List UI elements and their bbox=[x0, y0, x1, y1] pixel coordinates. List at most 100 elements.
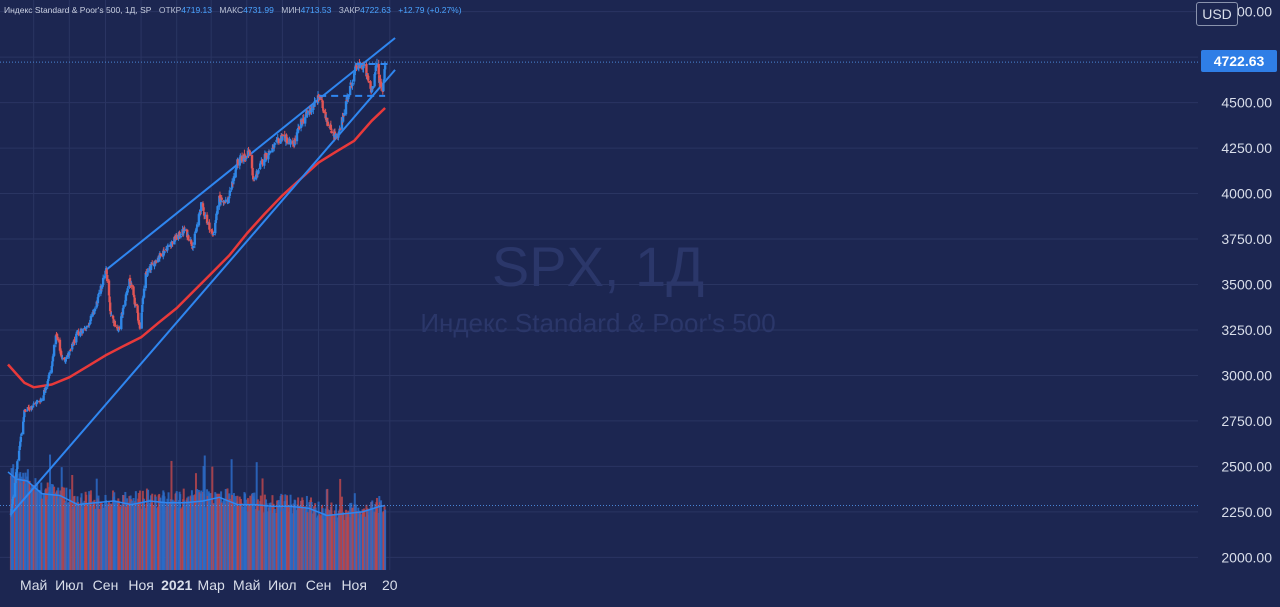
y-tick-label: 2750.00 bbox=[1221, 413, 1272, 429]
candle bbox=[338, 125, 341, 136]
candle bbox=[244, 157, 248, 161]
candle-body bbox=[343, 112, 346, 116]
candle bbox=[146, 268, 149, 277]
candle-body bbox=[253, 178, 256, 180]
candle-body bbox=[357, 68, 360, 70]
candle-body bbox=[322, 110, 326, 114]
x-tick-label: 20 bbox=[382, 577, 398, 593]
candle bbox=[334, 133, 338, 140]
candle bbox=[214, 220, 217, 236]
candle-body bbox=[232, 176, 236, 181]
candle-body bbox=[97, 294, 100, 298]
candle bbox=[354, 62, 357, 76]
candle-body bbox=[59, 350, 63, 356]
candle bbox=[240, 152, 244, 164]
candle bbox=[363, 62, 366, 67]
candle-body bbox=[52, 345, 56, 356]
y-tick-label: 3500.00 bbox=[1221, 277, 1272, 293]
candle-body bbox=[320, 99, 323, 101]
candle-body bbox=[36, 400, 39, 402]
candle-body bbox=[142, 288, 146, 298]
candle-body bbox=[141, 298, 145, 305]
volume-bar bbox=[298, 505, 301, 570]
candle-body bbox=[334, 133, 338, 135]
candle bbox=[375, 62, 378, 72]
candle bbox=[228, 186, 232, 198]
candle bbox=[171, 241, 174, 247]
candle bbox=[302, 114, 305, 124]
candle bbox=[19, 435, 23, 443]
candle-body bbox=[238, 157, 241, 166]
volume-bar bbox=[69, 499, 72, 570]
candle-body bbox=[93, 308, 97, 312]
volume-bar bbox=[151, 493, 154, 570]
volume-bar bbox=[302, 508, 305, 570]
candle-body bbox=[265, 153, 268, 158]
candle-body bbox=[337, 133, 340, 138]
candle bbox=[64, 358, 67, 364]
candle-body bbox=[195, 227, 198, 232]
candle bbox=[150, 260, 154, 265]
volume-bar bbox=[179, 508, 182, 570]
candle-body bbox=[11, 498, 14, 505]
candle bbox=[273, 142, 276, 146]
legend-high-value: 4731.99 bbox=[243, 5, 274, 15]
candle-body bbox=[369, 81, 372, 89]
currency-button[interactable]: USD bbox=[1196, 2, 1238, 26]
candle bbox=[134, 302, 138, 307]
candle bbox=[294, 135, 297, 144]
candle bbox=[200, 201, 203, 215]
legend-low-value: 4713.53 bbox=[300, 5, 332, 15]
volume-bar bbox=[335, 504, 338, 570]
candle-body bbox=[288, 140, 291, 142]
candle-body bbox=[219, 197, 223, 203]
volume-bar bbox=[232, 493, 235, 570]
candle-body bbox=[132, 286, 135, 296]
candle bbox=[68, 351, 71, 359]
y-tick-label: 4000.00 bbox=[1221, 186, 1272, 202]
candle-body bbox=[179, 235, 183, 238]
candle bbox=[85, 325, 89, 328]
candle bbox=[129, 280, 133, 286]
candle-body bbox=[285, 137, 289, 144]
candle bbox=[236, 158, 240, 169]
candle-body bbox=[348, 85, 352, 96]
candle-body bbox=[182, 228, 185, 234]
candle-body bbox=[71, 343, 74, 350]
candle-body bbox=[166, 247, 169, 251]
volume-bars bbox=[9, 454, 387, 570]
volume-bar bbox=[273, 508, 276, 570]
volume-ma-line bbox=[7, 471, 386, 517]
candle bbox=[126, 286, 129, 296]
candle bbox=[373, 73, 376, 88]
candle-body bbox=[324, 112, 327, 119]
candle-body bbox=[377, 64, 380, 75]
candle-body bbox=[187, 239, 191, 241]
candle-body bbox=[228, 197, 231, 199]
candle-body bbox=[362, 65, 365, 69]
candle-body bbox=[303, 117, 307, 124]
candle-body bbox=[277, 138, 280, 140]
candle-body bbox=[101, 277, 105, 286]
volume-bar bbox=[81, 502, 84, 570]
volume-bar bbox=[143, 499, 146, 570]
candle-body bbox=[97, 292, 101, 294]
x-axis: Май Июл Сен Ноя 2021 Мар Май Июл Сен Ноя 20 bbox=[20, 577, 398, 593]
x-tick-label: Ноя bbox=[128, 577, 153, 593]
candle-body bbox=[15, 469, 18, 473]
candle bbox=[17, 448, 21, 462]
candle-body bbox=[21, 421, 25, 435]
candle-body bbox=[326, 121, 330, 127]
volume-bar bbox=[24, 472, 27, 570]
candle-body bbox=[310, 109, 313, 113]
legend-symbol[interactable]: Индекс Standard & Poor's 500, 1Д, SP bbox=[4, 5, 152, 15]
candle-body bbox=[132, 294, 136, 298]
candle-body bbox=[193, 233, 197, 245]
candle bbox=[204, 212, 207, 220]
candle-body bbox=[383, 65, 387, 70]
candle bbox=[122, 304, 125, 310]
candle-body bbox=[118, 326, 121, 329]
candle-body bbox=[48, 372, 52, 374]
